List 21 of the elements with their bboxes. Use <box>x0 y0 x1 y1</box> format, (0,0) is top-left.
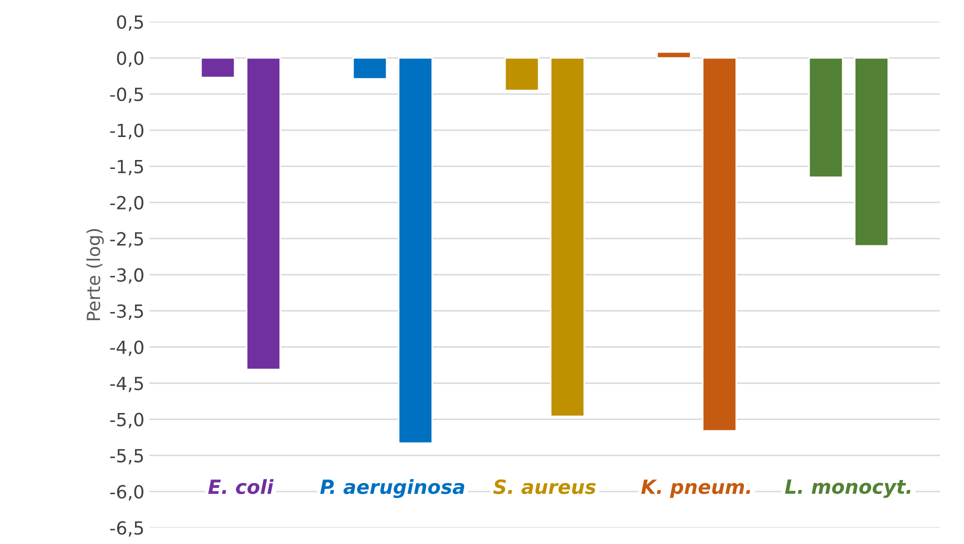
x-tick-label: E. coli <box>208 479 274 494</box>
y-tick-label: -5,0 <box>110 412 144 428</box>
y-tick-label: -1,0 <box>110 124 144 140</box>
x-tick-label: K. pneum. <box>641 480 750 498</box>
y-tick-label: -6,0 <box>110 485 144 500</box>
y-tick-label: 0,5 <box>117 15 143 31</box>
y-tick-label: -2,5 <box>110 232 143 248</box>
y-tick-label: -3,0 <box>110 268 144 284</box>
y-tick-label: -0,5 <box>110 87 143 103</box>
y-tick-label: -6,5 <box>110 521 143 537</box>
y-tick-label: -4,5 <box>110 376 143 392</box>
x-tick-label: S. aureus <box>493 479 596 494</box>
y-tick-label: -3,5 <box>110 304 143 320</box>
y-tick-label: -4,0 <box>110 340 144 356</box>
y-tick-label: -2,0 <box>110 196 144 212</box>
y-tick-label: 0,0 <box>117 51 144 67</box>
y-tick-label: -1,5 <box>110 160 143 176</box>
x-tick-label: L. monocyt. <box>784 480 910 498</box>
y-tick-label: -5,5 <box>110 449 143 464</box>
x-tick-label: P. aeruginosa <box>320 479 464 498</box>
y-axis-title: Perte (log) <box>86 229 104 320</box>
